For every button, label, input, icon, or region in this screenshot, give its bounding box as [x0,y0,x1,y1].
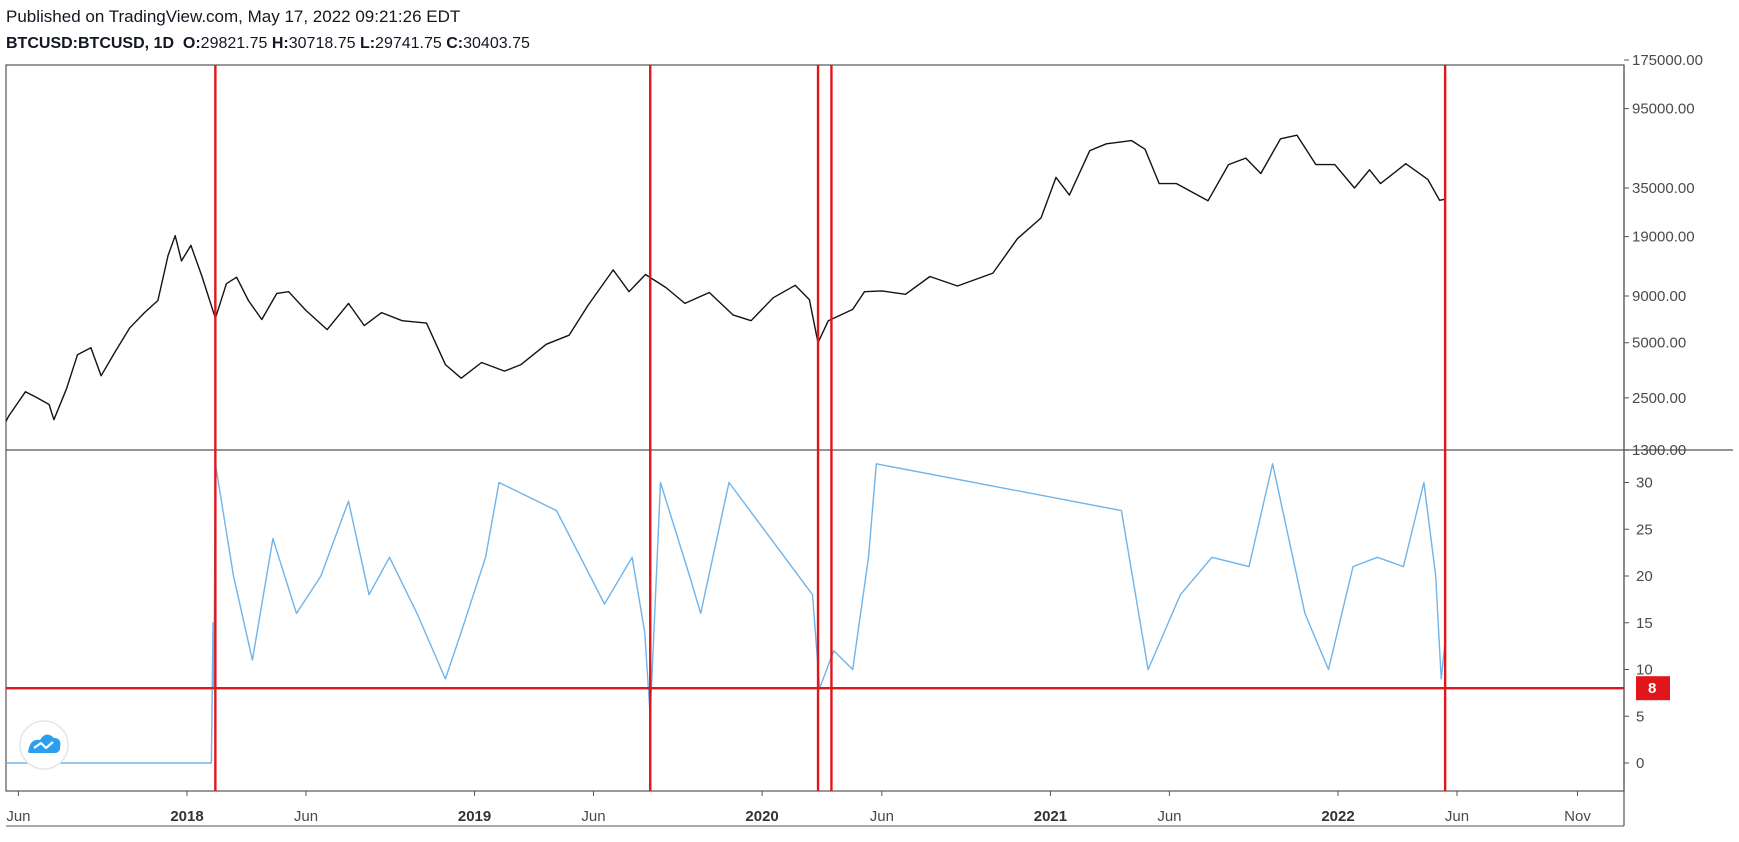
plot-border [5,64,1625,792]
btc-price-line [6,134,1446,423]
low-value: 29741.75 [375,35,442,52]
open-value: 29821.75 [200,35,268,52]
high-label: H: [271,35,289,52]
marker-lines [214,65,1447,791]
price-tick-label: 19000.00 [1632,229,1695,246]
indicator-tick-label: 20 [1636,568,1653,585]
price-tick-label: 35000.00 [1632,180,1695,197]
time-tick-label: Jun [1445,808,1469,825]
time-tick-label: 2019 [458,808,491,825]
open-label: O: [182,35,201,52]
high-value: 30718.75 [288,35,356,52]
indicator-line [6,463,1446,764]
time-tick-label: 2022 [1321,808,1354,825]
time-tick-label: Nov [1564,808,1591,825]
indicator-tick-label: 30 [1636,475,1653,492]
price-tick-label: 95000.00 [1632,101,1695,118]
price-tick-label: 1300.00 [1632,442,1686,459]
time-tick-label: 2020 [745,808,778,825]
published-caption: Published on TradingView.com, May 17, 20… [6,7,461,26]
ohlc-bar: BTCUSD:BTCUSD, 1D O:29821.75 H:30718.75 … [6,35,530,53]
price-tick-label: 9000.00 [1632,288,1686,305]
indicator-tick-label: 0 [1636,755,1644,772]
low-label: L: [359,35,376,52]
axes: 175000.00 95000.00 35000.00 19000.00 9000.00… [6,52,1703,825]
time-tick-label: Jun [581,808,605,825]
indicator-pane [6,463,1446,764]
time-tick-label: 2018 [170,808,203,825]
price-tick-label: 5000.00 [1632,335,1686,352]
price-tick-label: 2500.00 [1632,390,1686,407]
time-tick-label: Jun [1157,808,1181,825]
threshold-badge [1636,676,1670,701]
time-tick-label: 2021 [1034,808,1067,825]
threshold-badge-label: 8 [1648,680,1656,697]
indicator-tick-label: 10 [1636,662,1653,679]
symbol-label: BTCUSD:BTCUSD, 1D [6,35,174,52]
price-tick-label: 175000.00 [1632,52,1703,69]
close-label: C: [446,35,464,52]
indicator-tick-label: 25 [1636,521,1653,538]
close-value: 30403.75 [463,35,530,52]
chart-frame [5,64,1733,827]
indicator-tick-label: 5 [1636,708,1644,725]
tradingview-logo-icon[interactable] [19,720,69,770]
price-pane [6,134,1446,423]
time-tick-label: Jun [6,808,30,825]
indicator-tick-label: 15 [1636,615,1653,632]
time-tick-label: Jun [870,808,894,825]
time-tick-label: Jun [294,808,318,825]
